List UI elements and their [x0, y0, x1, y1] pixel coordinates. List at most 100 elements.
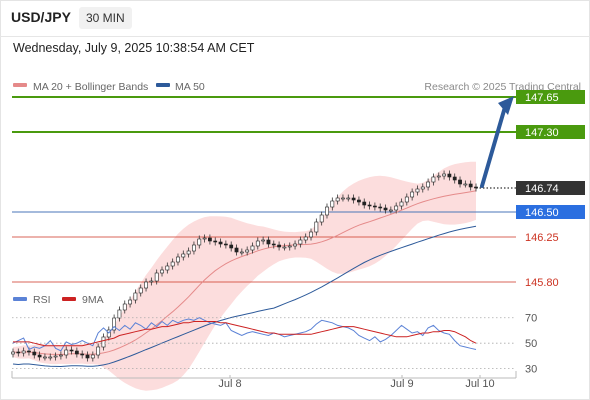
candlestick: [239, 248, 244, 256]
candle-body-up: [138, 287, 143, 294]
candle-body-down: [85, 354, 90, 359]
candle-body-down: [32, 351, 37, 356]
resistance-label-box: [516, 125, 585, 139]
candle-body-down: [74, 350, 79, 355]
candle-body-up: [325, 206, 329, 216]
moving-averages: [12, 190, 477, 368]
candlestick: [234, 244, 239, 256]
candle-body-down: [378, 206, 383, 209]
candle-body-down: [351, 197, 356, 201]
candle-body-up: [186, 250, 191, 255]
candlestick: [218, 238, 223, 248]
candle-body-up: [314, 221, 319, 233]
candlestick: [372, 202, 377, 211]
ma20-line: [12, 190, 477, 356]
candle-body-up: [176, 256, 180, 263]
candlestick: [266, 236, 271, 248]
candle-body-up: [117, 309, 122, 319]
timeframe-badge[interactable]: 30 MIN: [79, 7, 132, 29]
candlestick: [128, 296, 132, 308]
candle-body-up: [48, 356, 53, 359]
candle-body-up: [436, 175, 441, 178]
candlestick: [325, 203, 329, 219]
candle-body-down: [271, 243, 276, 246]
candlestick: [463, 180, 468, 188]
candlestick: [96, 343, 101, 359]
candlestick: [165, 262, 170, 274]
candlestick: [341, 194, 345, 202]
candlestick: [43, 353, 47, 361]
candlestick: [32, 348, 37, 359]
candlestick: [85, 351, 90, 362]
candlestick: [154, 269, 159, 285]
pivot-label-box: [516, 205, 585, 219]
candlestick: [271, 240, 276, 249]
resistance-label: 147.30: [525, 127, 559, 139]
candlestick: [404, 193, 409, 206]
candlestick: [388, 206, 393, 214]
candle-body-down: [277, 244, 281, 248]
candlestick: [37, 351, 42, 361]
rsi-line: [12, 317, 477, 352]
candlestick: [208, 234, 212, 245]
candlestick: [144, 278, 148, 292]
level-labels: 147.65 147.30 146.74 146.50 146.25 145.80: [480, 90, 585, 289]
candlestick: [58, 351, 63, 360]
candlestick: [80, 350, 85, 359]
candle-body-down: [229, 244, 234, 249]
candle-body-up: [410, 191, 415, 198]
candlestick: [415, 185, 420, 196]
candlestick: [420, 183, 425, 193]
candlestick: [138, 284, 143, 297]
candlestick: [474, 183, 478, 192]
candle-body-up: [11, 351, 15, 355]
candlestick: [64, 346, 69, 359]
candlestick: [245, 246, 250, 256]
candlestick: [410, 188, 415, 201]
candle-body-down: [362, 201, 367, 206]
candle-body-up: [298, 239, 303, 245]
candle-body-up: [133, 292, 138, 301]
candle-body-down: [266, 239, 271, 245]
candlestick: [101, 333, 106, 351]
candle-body-up: [309, 231, 313, 238]
candlestick: [293, 240, 297, 250]
candlestick: [309, 228, 313, 241]
candlestick: [213, 237, 218, 246]
candle-body-up: [43, 356, 47, 359]
candle-body-up: [335, 197, 340, 202]
rsi-tick-label: 50: [525, 338, 537, 350]
candle-body-down: [80, 353, 85, 356]
ma50-legend-swatch: [156, 83, 170, 87]
candlestick: [298, 236, 303, 248]
candle-body-up: [154, 272, 159, 282]
candlestick: [255, 237, 260, 250]
candlestick: [314, 218, 319, 236]
forecast-arrow-shaft: [480, 105, 507, 188]
x-axis-tick-label: Jul 9: [390, 378, 413, 390]
candle-body-up: [394, 205, 399, 211]
candlestick: [250, 242, 255, 254]
candle-body-up: [341, 197, 345, 200]
candlestick: [452, 173, 457, 184]
candle-body-up: [239, 251, 244, 254]
candlestick: [399, 198, 404, 210]
ma20-legend-label: MA 20 + Bollinger Bands: [33, 81, 148, 93]
candle-body-up: [319, 214, 324, 223]
candlestick: [394, 202, 399, 214]
candle-body-up: [96, 346, 101, 356]
candlestick: [176, 253, 180, 266]
candle-body-up: [420, 186, 425, 190]
candlestick: [48, 353, 53, 361]
forecast-arrow-head: [498, 96, 514, 115]
candlestick: [468, 180, 473, 191]
rsi-ma-legend-swatch: [62, 297, 76, 301]
header-divider: [0, 36, 590, 37]
candle-body-down: [458, 179, 462, 185]
rsi-tick-label: 30: [525, 364, 537, 376]
candlestick: [330, 197, 335, 211]
candle-body-down: [218, 241, 223, 245]
candle-body-down: [223, 243, 228, 246]
candle-body-down: [27, 350, 31, 353]
